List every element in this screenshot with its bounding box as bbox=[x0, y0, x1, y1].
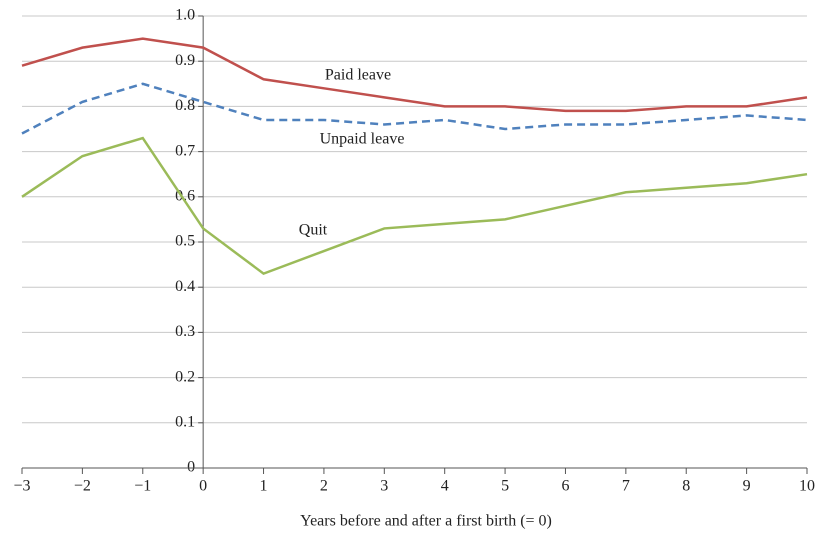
x-tick-label: 9 bbox=[743, 478, 751, 495]
y-tick-label: 0.3 bbox=[175, 323, 195, 340]
x-axis-label: Years before and after a first birth (= … bbox=[300, 513, 552, 530]
x-tick-label: 8 bbox=[682, 478, 690, 495]
x-tick-label: −3 bbox=[13, 478, 30, 495]
y-tick-label: 0.4 bbox=[175, 278, 195, 295]
x-tick-label: −2 bbox=[74, 478, 91, 495]
y-tick-label: 1.0 bbox=[175, 7, 195, 24]
y-tick-label: 0.9 bbox=[175, 52, 195, 69]
series-line bbox=[21, 37, 808, 113]
x-tick-label: 1 bbox=[260, 478, 268, 495]
series-label: Quit bbox=[299, 222, 328, 239]
x-tick-label: 2 bbox=[320, 478, 328, 495]
x-tick-label: 5 bbox=[501, 478, 509, 495]
y-tick-label: 0.1 bbox=[175, 413, 195, 430]
x-tick-label: 0 bbox=[199, 478, 207, 495]
series-label: Paid leave bbox=[325, 67, 391, 84]
y-tick-label: 0.2 bbox=[175, 368, 195, 385]
y-tick-label: 0.6 bbox=[175, 187, 195, 204]
x-tick-label: 7 bbox=[622, 478, 630, 495]
y-tick-label: 0.8 bbox=[175, 97, 195, 114]
x-tick-label: 6 bbox=[561, 478, 569, 495]
series-line bbox=[21, 82, 808, 135]
x-tick-label: −1 bbox=[134, 478, 151, 495]
x-tick-label: 4 bbox=[441, 478, 449, 495]
x-tick-label: 10 bbox=[799, 478, 815, 495]
series-line bbox=[21, 136, 808, 276]
y-tick-label: 0 bbox=[187, 459, 195, 476]
series-label: Unpaid leave bbox=[320, 131, 405, 148]
x-tick-label: 3 bbox=[380, 478, 388, 495]
y-tick-label: 0.5 bbox=[175, 233, 195, 250]
y-tick-label: 0.7 bbox=[175, 142, 195, 159]
